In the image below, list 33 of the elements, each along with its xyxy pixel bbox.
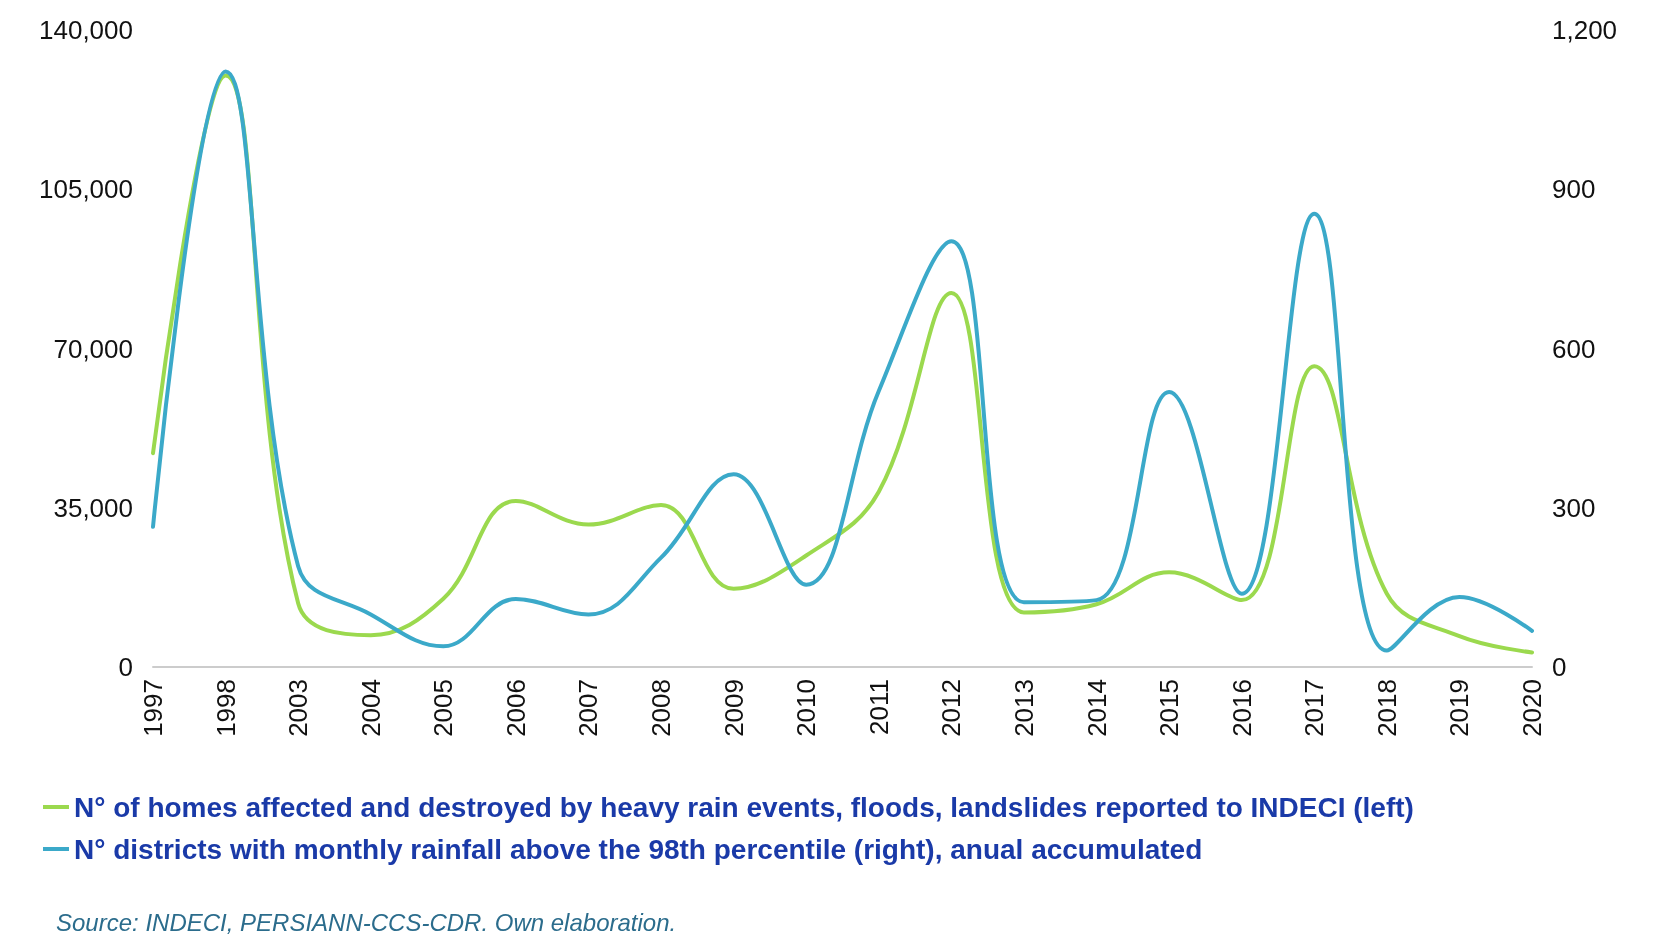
y2-tick-label: 600 — [1552, 333, 1596, 364]
legend-label: N° districts with monthly rainfall above the 98th percentile (right), anual accumulated — [74, 833, 1203, 865]
y2-tick-label: 900 — [1552, 174, 1596, 205]
x-tick-label: 1998 — [210, 679, 241, 737]
x-tick-label: 2005 — [428, 679, 459, 737]
x-tick-label: 2009 — [718, 679, 749, 737]
x-tick-label: 2003 — [283, 679, 314, 737]
y2-tick-label: 1,200 — [1552, 15, 1618, 45]
y-tick-label: 70,000 — [53, 333, 133, 364]
x-tick-label: 2008 — [646, 679, 677, 737]
x-tick-label: 2011 — [863, 679, 894, 735]
x-tick-label: 2010 — [791, 679, 822, 737]
y-tick-label: 140,000 — [39, 15, 133, 45]
x-tick-label: 2019 — [1444, 679, 1475, 737]
y2-tick-label: 0 — [1552, 652, 1567, 682]
x-tick-label: 2017 — [1299, 679, 1330, 737]
x-tick-label: 2012 — [936, 679, 967, 737]
x-tick-label: 2004 — [355, 679, 386, 737]
x-tick-label: 1997 — [138, 679, 168, 737]
x-tick-label: 2006 — [500, 679, 531, 737]
source-note: Source: INDECI, PERSIANN-CCS-CDR. Own elaboration. — [56, 908, 677, 936]
x-tick-label: 2014 — [1081, 679, 1112, 737]
y2-tick-label: 300 — [1552, 492, 1596, 523]
x-tick-label: 2016 — [1226, 679, 1257, 737]
x-tick-label: 2013 — [1008, 679, 1039, 737]
x-tick-label: 2007 — [573, 679, 604, 737]
x-tick-label: 2018 — [1371, 679, 1402, 737]
y-tick-label: 0 — [118, 652, 133, 682]
x-tick-label: 2020 — [1517, 679, 1547, 737]
y-tick-label: 105,000 — [39, 174, 133, 205]
y-tick-label: 35,000 — [53, 492, 133, 523]
legend-label: N° of homes affected and destroyed by heavy rain events, floods, landslides reported to INDECI (left) — [74, 791, 1414, 823]
x-tick-label: 2015 — [1154, 679, 1185, 737]
